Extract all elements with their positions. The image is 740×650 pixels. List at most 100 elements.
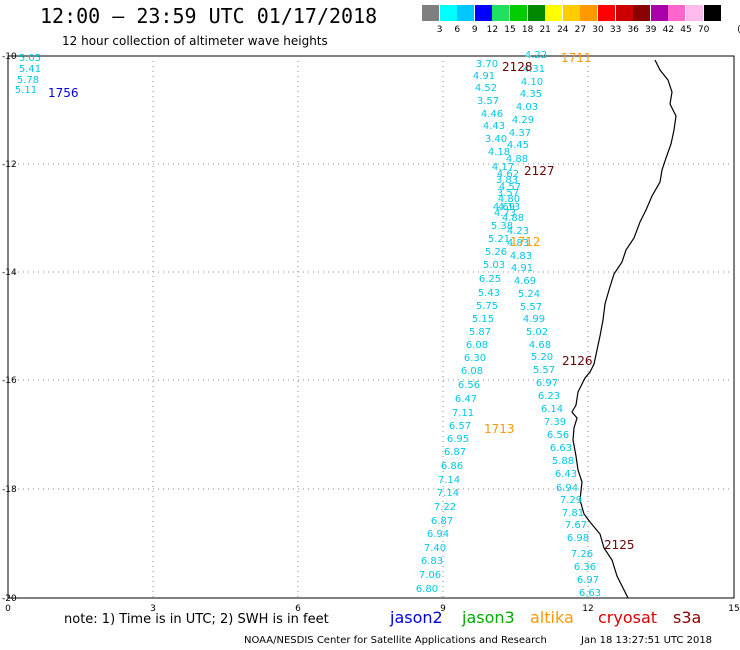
wave-height-value: 4.91 bbox=[511, 263, 533, 274]
wave-height-value: 5.75 bbox=[476, 301, 498, 312]
wave-height-value: 5.11 bbox=[15, 85, 37, 96]
satellite-altika: altika bbox=[530, 608, 574, 627]
wave-height-value: 5.20 bbox=[531, 352, 553, 363]
legend-label: 42 bbox=[662, 25, 675, 35]
y-tick-label: -16 bbox=[2, 376, 17, 386]
y-tick-label: -10 bbox=[2, 52, 17, 62]
wave-height-value: 4.17 bbox=[492, 162, 514, 173]
wave-height-value: 4.43 bbox=[483, 121, 505, 132]
wave-height-value: 4.46 bbox=[481, 109, 503, 120]
satellite-cryosat: cryosat bbox=[598, 608, 658, 627]
wave-height-value: 7.14 bbox=[437, 488, 459, 499]
wave-height-value: 4.68 bbox=[529, 340, 551, 351]
pass-id-label: 2128 bbox=[502, 60, 533, 74]
legend-label: 30 bbox=[592, 25, 604, 35]
legend-swatch bbox=[650, 5, 668, 21]
legend-swatch bbox=[474, 5, 492, 21]
legend-swatch bbox=[492, 5, 510, 21]
wave-height-value: 6.80 bbox=[416, 584, 438, 595]
wave-height-value: 6.30 bbox=[464, 353, 486, 364]
wave-height-value: 6.97 bbox=[536, 378, 558, 389]
wave-height-value: 6.08 bbox=[461, 366, 483, 377]
x-tick-label: 3 bbox=[150, 604, 156, 614]
legend-label: 45 bbox=[680, 25, 692, 35]
wave-height-value: 4.62 bbox=[497, 169, 519, 180]
wave-height-value: 7.39 bbox=[544, 417, 566, 428]
x-tick-label: 6 bbox=[295, 604, 301, 614]
legend-label: 12 bbox=[486, 25, 499, 35]
wave-height-value: 7.81 bbox=[562, 508, 584, 519]
legend-swatch bbox=[615, 5, 633, 21]
wave-height-value: 5.03 bbox=[483, 260, 505, 271]
satellite-jason2: jason2 bbox=[390, 608, 443, 627]
wave-height-value: 6.97 bbox=[577, 575, 599, 586]
legend-swatch bbox=[703, 5, 721, 21]
wave-height-value: 6.63 bbox=[550, 443, 572, 454]
wave-height-value: 7.40 bbox=[424, 543, 446, 554]
wave-height-value: 4.91 bbox=[473, 71, 495, 82]
pass-id-label: 1712 bbox=[510, 235, 541, 249]
wave-height-value: 6.95 bbox=[447, 434, 469, 445]
legend-swatch bbox=[686, 5, 703, 21]
wave-height-value: 4.69 bbox=[514, 276, 536, 287]
wave-height-value: 5.38 bbox=[491, 221, 513, 232]
pass-id-label: 1711 bbox=[561, 51, 592, 65]
wave-height-value: 6.87 bbox=[444, 447, 466, 458]
legend-label: 39 bbox=[645, 25, 657, 35]
wave-height-value: 4.18 bbox=[488, 147, 510, 158]
wave-height-value: 4.10 bbox=[521, 77, 543, 88]
wave-height-value: 6.87 bbox=[431, 516, 453, 527]
wave-height-value: 4.52 bbox=[475, 83, 497, 94]
wave-height-value: 6.98 bbox=[567, 533, 589, 544]
legend-label: 6 bbox=[454, 25, 461, 35]
wave-height-value: 6.57 bbox=[449, 421, 471, 432]
wave-height-value: 7.14 bbox=[438, 475, 460, 486]
wave-height-value: 7.26 bbox=[571, 549, 593, 560]
legend-label: 3 bbox=[436, 25, 443, 35]
wave-height-value: 4.45 bbox=[507, 140, 529, 151]
wave-height-value: 7.67 bbox=[565, 520, 587, 531]
y-tick-label: -14 bbox=[2, 268, 17, 278]
wave-height-value: 4.88 bbox=[502, 213, 524, 224]
wave-height-value: 4.37 bbox=[509, 128, 531, 139]
wave-height-value: 4.23 bbox=[507, 226, 529, 237]
wave-height-value: 5.87 bbox=[469, 327, 491, 338]
legend-swatch bbox=[510, 5, 527, 21]
legend-swatch bbox=[457, 5, 475, 21]
x-tick-label: 0 bbox=[5, 604, 11, 614]
wave-height-value: 4.29 bbox=[512, 115, 534, 126]
pass-id-label: 2125 bbox=[604, 538, 635, 552]
wave-height-value: 5.02 bbox=[526, 327, 548, 338]
wave-height-value: 7.22 bbox=[434, 502, 456, 513]
wave-height-value: 4.88 bbox=[506, 154, 528, 165]
x-tick-label: 12 bbox=[582, 604, 593, 614]
wave-height-value: 7.11 bbox=[452, 408, 474, 419]
legend-swatch bbox=[527, 5, 545, 21]
wave-height-value: 4.99 bbox=[523, 314, 545, 325]
wave-height-value: 4.73 bbox=[494, 208, 516, 219]
pass-id-label: 2127 bbox=[524, 164, 555, 178]
wave-height-value: 3.57 bbox=[497, 188, 519, 199]
x-tick-label: 9 bbox=[440, 604, 446, 614]
legend-swatch bbox=[668, 5, 686, 21]
wave-height-value: 6.23 bbox=[538, 391, 560, 402]
legend-label: 70 bbox=[697, 25, 710, 35]
wave-height-value: 4.03 bbox=[516, 102, 538, 113]
wave-height-value: 4.69 bbox=[493, 202, 515, 213]
y-tick-label: -20 bbox=[2, 594, 17, 604]
wave-height-value: 5.78 bbox=[17, 75, 39, 86]
legend-swatch bbox=[545, 5, 563, 21]
wave-height-value: 5.15 bbox=[472, 314, 494, 325]
wave-height-value: 5.26 bbox=[485, 247, 507, 258]
wave-height-value: 4.35 bbox=[520, 89, 542, 100]
wave-height-value: 6.86 bbox=[441, 461, 463, 472]
x-tick-label: 15 bbox=[728, 604, 739, 614]
legend-label: 18 bbox=[521, 25, 534, 35]
wave-height-value: 4.13 bbox=[498, 202, 520, 213]
wave-height-value: 7.29 bbox=[560, 495, 582, 506]
pass-id-label: 2126 bbox=[562, 354, 593, 368]
footnote: note: 1) Time is in UTC; 2) SWH is in fe… bbox=[64, 612, 329, 627]
wave-height-value: 4.22 bbox=[525, 50, 547, 61]
wave-height-value: 6.63 bbox=[579, 588, 601, 599]
wave-height-value: 3.40 bbox=[485, 134, 507, 145]
